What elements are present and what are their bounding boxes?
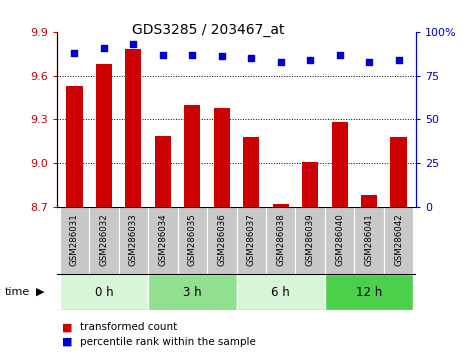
Text: GDS3285 / 203467_at: GDS3285 / 203467_at xyxy=(132,23,284,37)
Text: GSM286035: GSM286035 xyxy=(188,213,197,266)
Text: 0 h: 0 h xyxy=(95,286,113,298)
Text: GSM286034: GSM286034 xyxy=(158,213,167,266)
Bar xyxy=(296,207,325,274)
Bar xyxy=(125,50,141,207)
Text: 12 h: 12 h xyxy=(356,286,382,298)
Bar xyxy=(148,274,236,310)
Text: GSM286040: GSM286040 xyxy=(335,213,344,266)
Point xyxy=(395,57,403,63)
Bar xyxy=(214,108,230,207)
Text: GSM286033: GSM286033 xyxy=(129,213,138,266)
Point xyxy=(100,45,108,51)
Text: 3 h: 3 h xyxy=(183,286,201,298)
Bar xyxy=(325,207,354,274)
Bar xyxy=(302,162,318,207)
Point xyxy=(218,53,226,59)
Bar xyxy=(236,207,266,274)
Bar xyxy=(184,105,201,207)
Text: GSM286041: GSM286041 xyxy=(365,213,374,266)
Text: percentile rank within the sample: percentile rank within the sample xyxy=(80,337,256,347)
Bar xyxy=(207,207,236,274)
Bar xyxy=(96,64,112,207)
Text: GSM286038: GSM286038 xyxy=(276,213,285,266)
Text: 6 h: 6 h xyxy=(272,286,290,298)
Point xyxy=(307,57,314,63)
Bar xyxy=(354,207,384,274)
Text: transformed count: transformed count xyxy=(80,322,178,332)
Text: GSM286031: GSM286031 xyxy=(70,213,79,266)
Point xyxy=(70,50,78,56)
Point xyxy=(130,41,137,47)
Bar xyxy=(325,274,413,310)
Text: ■: ■ xyxy=(61,337,72,347)
Point xyxy=(159,52,166,57)
Bar xyxy=(60,274,148,310)
Bar xyxy=(332,122,348,207)
Text: GSM286042: GSM286042 xyxy=(394,213,403,266)
Text: GSM286037: GSM286037 xyxy=(247,213,256,266)
Bar xyxy=(89,207,119,274)
Text: ▶: ▶ xyxy=(35,287,44,297)
Bar xyxy=(236,274,325,310)
Point xyxy=(336,52,343,57)
Point xyxy=(365,59,373,64)
Point xyxy=(277,59,284,64)
Bar xyxy=(119,207,148,274)
Bar xyxy=(243,137,259,207)
Point xyxy=(189,52,196,57)
Text: time: time xyxy=(5,287,30,297)
Text: ■: ■ xyxy=(61,322,72,332)
Bar xyxy=(148,207,177,274)
Bar xyxy=(361,195,377,207)
Bar xyxy=(272,204,289,207)
Bar xyxy=(266,207,296,274)
Text: GSM286036: GSM286036 xyxy=(217,213,226,266)
Bar xyxy=(177,207,207,274)
Bar xyxy=(384,207,413,274)
Bar xyxy=(390,137,407,207)
Text: GSM286032: GSM286032 xyxy=(99,213,108,266)
Bar xyxy=(60,207,89,274)
Point xyxy=(247,55,255,61)
Bar xyxy=(155,136,171,207)
Text: GSM286039: GSM286039 xyxy=(306,213,315,266)
Bar xyxy=(66,86,83,207)
